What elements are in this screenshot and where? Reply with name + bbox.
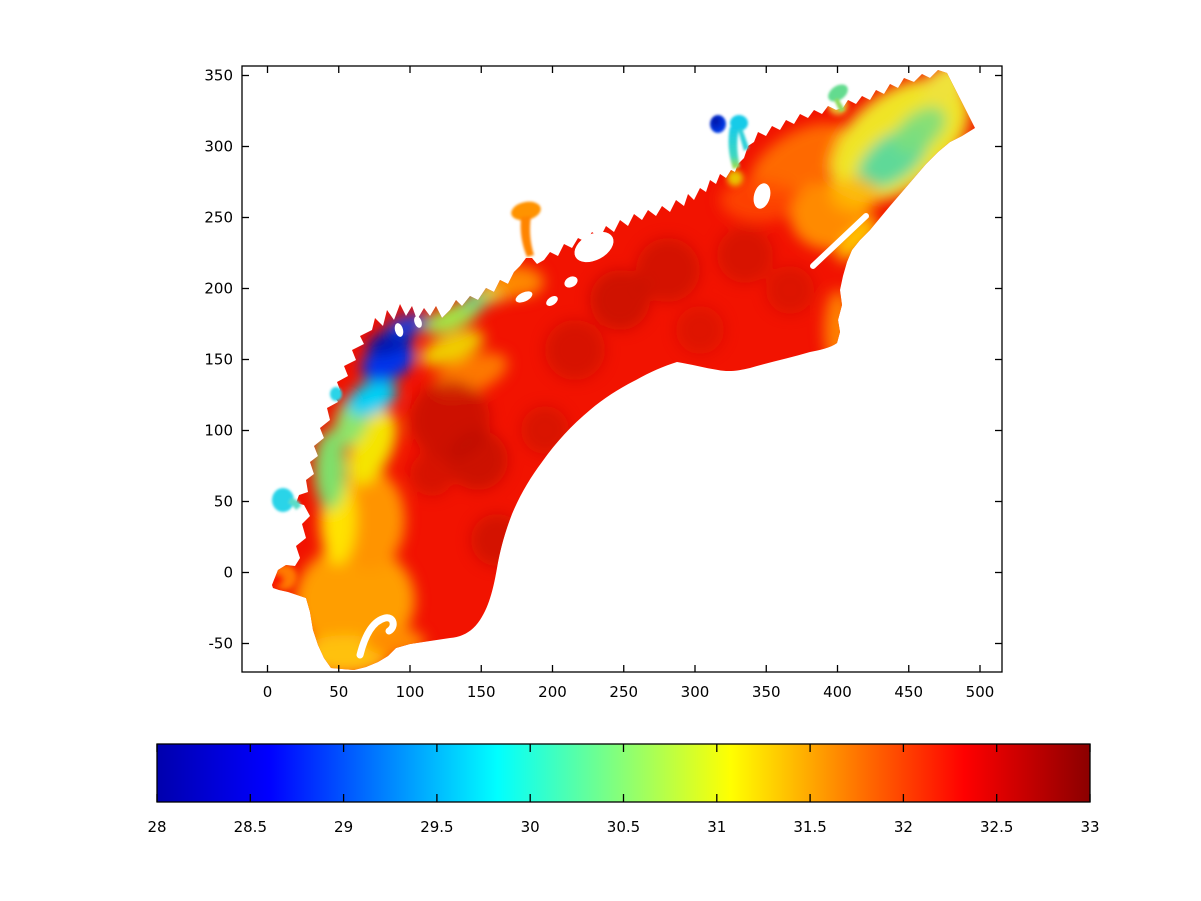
y-tick-label: 50 (214, 493, 233, 511)
cyan-tail-short (738, 128, 749, 151)
y-tick-label: 200 (204, 280, 233, 298)
x-tick-label: 400 (823, 683, 852, 701)
orange-pond-stem (520, 216, 534, 257)
colorbar-tick-label: 29 (334, 818, 353, 836)
y-tick-label: -50 (209, 635, 234, 653)
x-tick-label: 250 (609, 683, 638, 701)
x-tick-label: 500 (966, 683, 995, 701)
y-tick-label: 0 (223, 564, 233, 582)
y-tick-label: 350 (204, 67, 233, 85)
x-tick-label: 350 (752, 683, 781, 701)
x-tick-label: 450 (894, 683, 923, 701)
colorbar-tick-label: 28.5 (234, 818, 267, 836)
green-pond-stem (834, 98, 845, 112)
axes-box (241, 65, 1003, 673)
colorbar-tick-label: 32.5 (980, 818, 1013, 836)
cyan-pond-west (272, 488, 294, 512)
colorbar-ticks (156, 744, 1091, 802)
cyan-pond-north (730, 115, 748, 131)
green-pond (828, 84, 848, 102)
colorbar: 28 28.5 29 29.5 30 30.5 31 31.5 32 32.5 33 (147, 743, 1100, 836)
map-layer (272, 70, 975, 670)
x-tick-label: 300 (681, 683, 710, 701)
colorbar-tick-label: 32 (894, 818, 913, 836)
colorbar-tick-labels: 28 28.5 29 29.5 30 30.5 31 31.5 32 32.5 33 (147, 818, 1099, 836)
y-tick-label: 300 (204, 138, 233, 156)
lagoon-body (272, 70, 975, 670)
islands (356, 183, 869, 659)
cyan-tail (728, 127, 740, 169)
blue-pond-north (710, 115, 726, 133)
cyan-pond-neck (288, 498, 301, 510)
colorbar-tick-label: 33 (1080, 818, 1099, 836)
colorbar-tick-label: 30 (521, 818, 540, 836)
x-tick-label: 150 (467, 683, 496, 701)
axis-tick-labels: 0 50 100 150 200 250 300 350 400 450 5003503002502… (204, 67, 994, 701)
colorbar-gradient (156, 743, 1091, 803)
y-tick-label: 100 (204, 422, 233, 440)
colorbar-tick-label: 31 (707, 818, 726, 836)
x-tick-label: 50 (329, 683, 348, 701)
colorbar-tick-label: 30.5 (607, 818, 640, 836)
axis-ticks (242, 66, 1002, 672)
x-tick-label: 0 (263, 683, 273, 701)
y-tick-label: 250 (204, 209, 233, 227)
x-tick-label: 200 (538, 683, 567, 701)
orange-pond (511, 201, 541, 221)
field-blobs (295, 70, 970, 670)
colorbar-tick-label: 29.5 (420, 818, 453, 836)
detached-features (272, 84, 848, 512)
colorbar-tick-label: 31.5 (793, 818, 826, 836)
y-tick-label: 150 (204, 351, 233, 369)
x-tick-label: 100 (396, 683, 425, 701)
colorbar-tick-label: 28 (147, 818, 166, 836)
cyan-bump-west (330, 387, 342, 401)
